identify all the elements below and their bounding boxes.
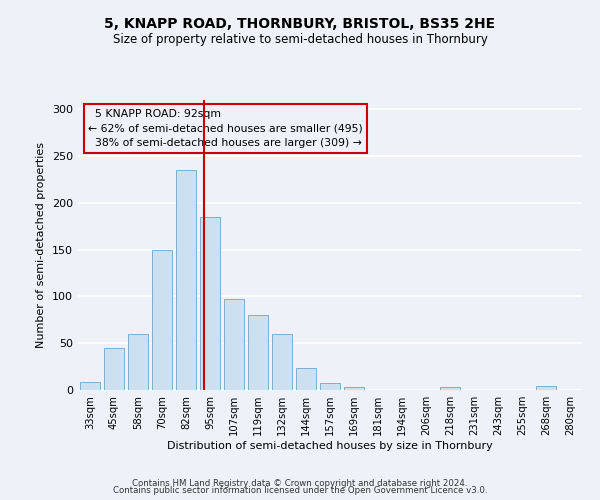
Bar <box>152 250 172 390</box>
Bar <box>440 387 460 390</box>
X-axis label: Distribution of semi-detached houses by size in Thornbury: Distribution of semi-detached houses by … <box>167 441 493 451</box>
Bar <box>320 382 340 390</box>
Bar <box>176 170 196 390</box>
Y-axis label: Number of semi-detached properties: Number of semi-detached properties <box>37 142 46 348</box>
Bar <box>104 348 124 390</box>
Bar <box>128 334 148 390</box>
Bar <box>536 386 556 390</box>
Bar <box>200 217 220 390</box>
Bar <box>344 387 364 390</box>
Text: 5, KNAPP ROAD, THORNBURY, BRISTOL, BS35 2HE: 5, KNAPP ROAD, THORNBURY, BRISTOL, BS35 … <box>104 18 496 32</box>
Text: 5 KNAPP ROAD: 92sqm  
← 62% of semi-detached houses are smaller (495)
  38% of s: 5 KNAPP ROAD: 92sqm ← 62% of semi-detach… <box>88 108 363 148</box>
Bar <box>224 300 244 390</box>
Bar <box>272 334 292 390</box>
Text: Contains HM Land Registry data © Crown copyright and database right 2024.: Contains HM Land Registry data © Crown c… <box>132 478 468 488</box>
Text: Size of property relative to semi-detached houses in Thornbury: Size of property relative to semi-detach… <box>113 32 487 46</box>
Bar <box>248 315 268 390</box>
Bar <box>80 382 100 390</box>
Text: Contains public sector information licensed under the Open Government Licence v3: Contains public sector information licen… <box>113 486 487 495</box>
Bar <box>296 368 316 390</box>
